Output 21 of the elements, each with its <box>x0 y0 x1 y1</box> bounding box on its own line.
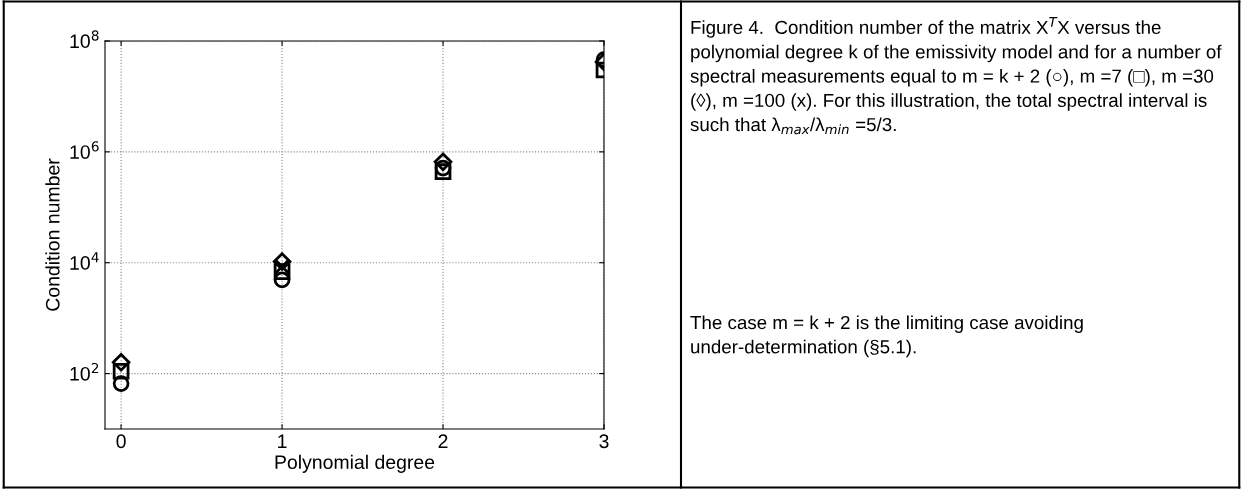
point <box>433 152 453 172</box>
y-tick-label: 10$^{2}$ <box>70 362 99 381</box>
point <box>434 163 452 180</box>
y-tick-label: 10$^{4}$ <box>70 252 99 270</box>
point <box>434 159 452 177</box>
x-tick-label: 3 <box>599 434 609 449</box>
point <box>273 263 291 280</box>
x-axis-title: Polynomial degree <box>275 454 435 473</box>
point <box>112 362 130 380</box>
point <box>272 252 292 271</box>
y-axis-title: Condition number <box>45 158 60 311</box>
x-tick-label: 2 <box>438 434 448 448</box>
point <box>273 271 291 289</box>
point <box>111 353 131 372</box>
text: The case m = k + 2 is the limiting case avoiding under-determination (§5.1). <box>690 315 1083 358</box>
x-tick-label: 0 <box>116 434 126 449</box>
text: Figure 4. Condition number of the matrix X$^{T}$X versus the polynomial degree k of the emissivity model and for a number of spectral measurements equal to m = k + 2 (○), m =7 (□), m =30 (◊), m =100 (x). For this illustration, the total spectral interval is such that λ$_{max}$/λ$_{min}$ =5/3. <box>690 17 1222 135</box>
y-tick-label: 10$^{6}$ <box>70 141 99 159</box>
x-tick-label: 1 <box>278 434 287 448</box>
point <box>112 375 130 392</box>
y-tick-label: 10$^{8}$ <box>70 30 99 49</box>
